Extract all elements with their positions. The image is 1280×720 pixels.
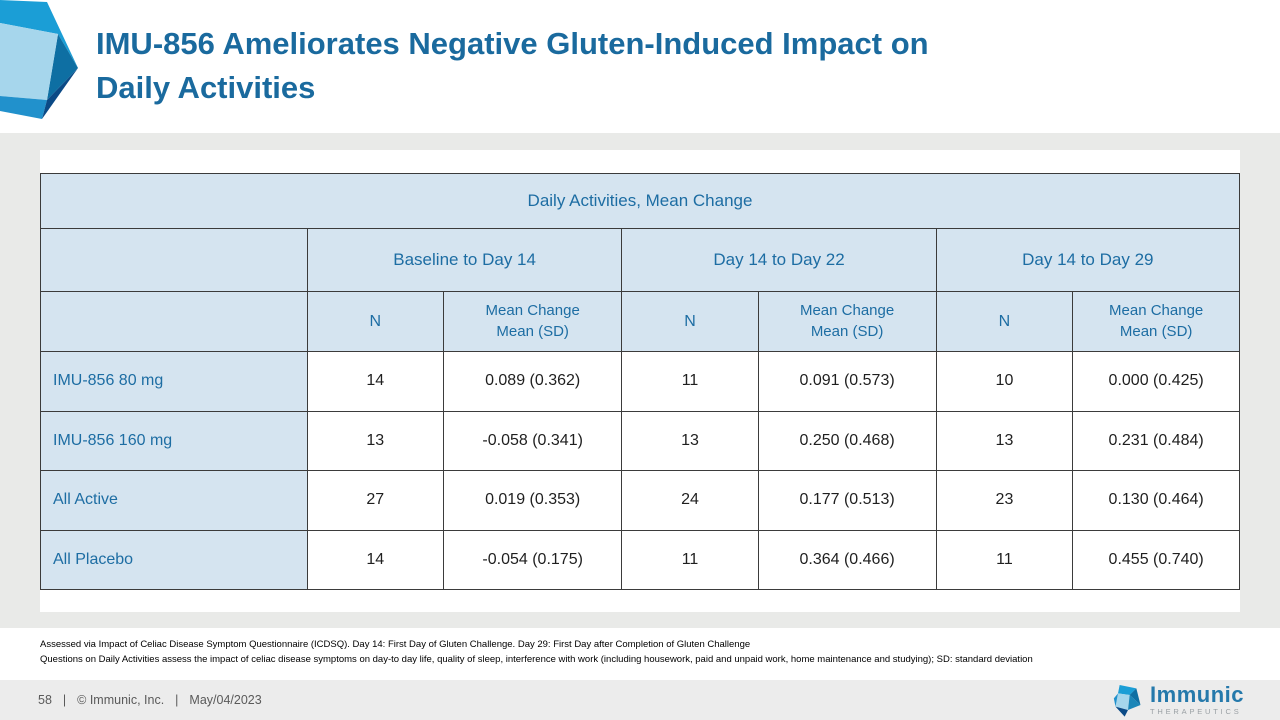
brand-text: Immunic THERAPEUTICS	[1150, 684, 1244, 716]
n-cell: 13	[306, 410, 444, 471]
row-label: All Placebo	[40, 529, 308, 590]
n-header-2: N	[935, 291, 1074, 352]
mean-sd-cell: 0.019 (0.353)	[442, 470, 623, 531]
footnotes: Assessed via Impact of Celiac Disease Sy…	[40, 638, 1033, 667]
table-row: All Active 27 0.019 (0.353) 24 0.177 (0.513)…	[40, 470, 1240, 531]
n-cell: 10	[935, 351, 1074, 412]
table-title: Daily Activities, Mean Change	[40, 173, 1240, 229]
mean-sd-header-0: Mean Change Mean (SD)	[442, 291, 623, 352]
immunic-logo: Immunic THERAPEUTICS	[1113, 682, 1244, 718]
n-cell: 11	[621, 529, 759, 590]
n-header-1: N	[621, 291, 759, 352]
n-cell: 23	[935, 470, 1074, 531]
mean-sd-cell: 0.091 (0.573)	[757, 351, 937, 412]
footer-date: May/04/2023	[189, 693, 262, 707]
n-cell: 13	[621, 410, 759, 471]
mean-sd-cell: -0.058 (0.341)	[442, 410, 623, 471]
group-header-2: Day 14 to Day 29	[935, 228, 1241, 292]
daily-activities-table: Daily Activities, Mean Change Baseline t…	[40, 173, 1241, 590]
mean-sd-cell: 0.000 (0.425)	[1072, 351, 1240, 412]
table-row: IMU-856 160 mg 13 -0.058 (0.341) 13 0.250 (0…	[40, 410, 1240, 471]
mean-sd-cell: 0.130 (0.464)	[1072, 470, 1240, 531]
row-label: IMU-856 160 mg	[40, 410, 308, 471]
group-header-1: Day 14 to Day 22	[621, 228, 937, 292]
table-title-row: Daily Activities, Mean Change	[40, 173, 1240, 229]
n-cell: 27	[306, 470, 444, 531]
empty-corner-cell	[40, 291, 308, 352]
page-title: IMU-856 Ameliorates Negative Gluten-Indu…	[96, 22, 1156, 110]
copyright-text: © Immunic, Inc.	[77, 693, 165, 707]
immunic-gem-icon	[1113, 685, 1141, 717]
mean-sd-cell: 0.231 (0.484)	[1072, 410, 1240, 471]
page-number: 58	[38, 693, 52, 707]
mean-sd-cell: 0.364 (0.466)	[757, 529, 937, 590]
row-label: IMU-856 80 mg	[40, 351, 308, 412]
immunic-gem-logo	[0, 0, 78, 119]
n-cell: 11	[935, 529, 1074, 590]
table-row: IMU-856 80 mg 14 0.089 (0.362) 11 0.091 (0.5…	[40, 351, 1240, 412]
table-row: All Placebo 14 -0.054 (0.175) 11 0.364 (0.46…	[40, 529, 1240, 590]
brand-tagline: THERAPEUTICS	[1150, 707, 1242, 717]
mean-sd-header-2: Mean Change Mean (SD)	[1072, 291, 1240, 352]
n-cell: 14	[306, 351, 444, 412]
footer-separator-2: |	[175, 693, 179, 707]
footer-meta: 58 | © Immunic, Inc. | May/04/2023	[38, 693, 262, 707]
table-panel: Daily Activities, Mean Change Baseline t…	[40, 150, 1241, 612]
group-header-0: Baseline to Day 14	[306, 228, 623, 292]
n-cell: 24	[621, 470, 759, 531]
mean-sd-cell: 0.089 (0.362)	[442, 351, 623, 412]
mean-sd-cell: 0.250 (0.468)	[757, 410, 937, 471]
row-label: All Active	[40, 470, 308, 531]
table-body: IMU-856 80 mg 14 0.089 (0.362) 11 0.091 (0.5…	[40, 351, 1240, 590]
footer-bar: 58 | © Immunic, Inc. | May/04/2023 Immun…	[0, 680, 1280, 720]
footnote-line-1: Assessed via Impact of Celiac Disease Sy…	[40, 639, 751, 650]
footer-separator-1: |	[62, 693, 67, 707]
n-cell: 11	[621, 351, 759, 412]
mean-sd-cell: -0.054 (0.175)	[442, 529, 623, 590]
page-title-line1: IMU-856 Ameliorates Negative Gluten-Indu…	[96, 26, 929, 61]
content-area: Daily Activities, Mean Change Baseline t…	[0, 133, 1280, 628]
table-sub-header-row: N Mean Change Mean (SD) N Mean Change Mean …	[40, 291, 1240, 352]
brand-name: Immunic	[1150, 682, 1244, 708]
mean-sd-cell: 0.455 (0.740)	[1072, 529, 1240, 590]
page-title-line2: Daily Activities	[96, 70, 316, 105]
mean-sd-header-1: Mean Change Mean (SD)	[757, 291, 937, 352]
n-header-0: N	[306, 291, 444, 352]
n-cell: 14	[306, 529, 444, 590]
n-cell: 13	[935, 410, 1074, 471]
mean-sd-cell: 0.177 (0.513)	[757, 470, 937, 531]
empty-corner-cell	[40, 228, 308, 292]
footnote-line-2: Questions on Daily Activities assess the…	[40, 653, 1033, 665]
table-group-header-row: Baseline to Day 14 Day 14 to Day 22 Day 14…	[40, 228, 1241, 292]
